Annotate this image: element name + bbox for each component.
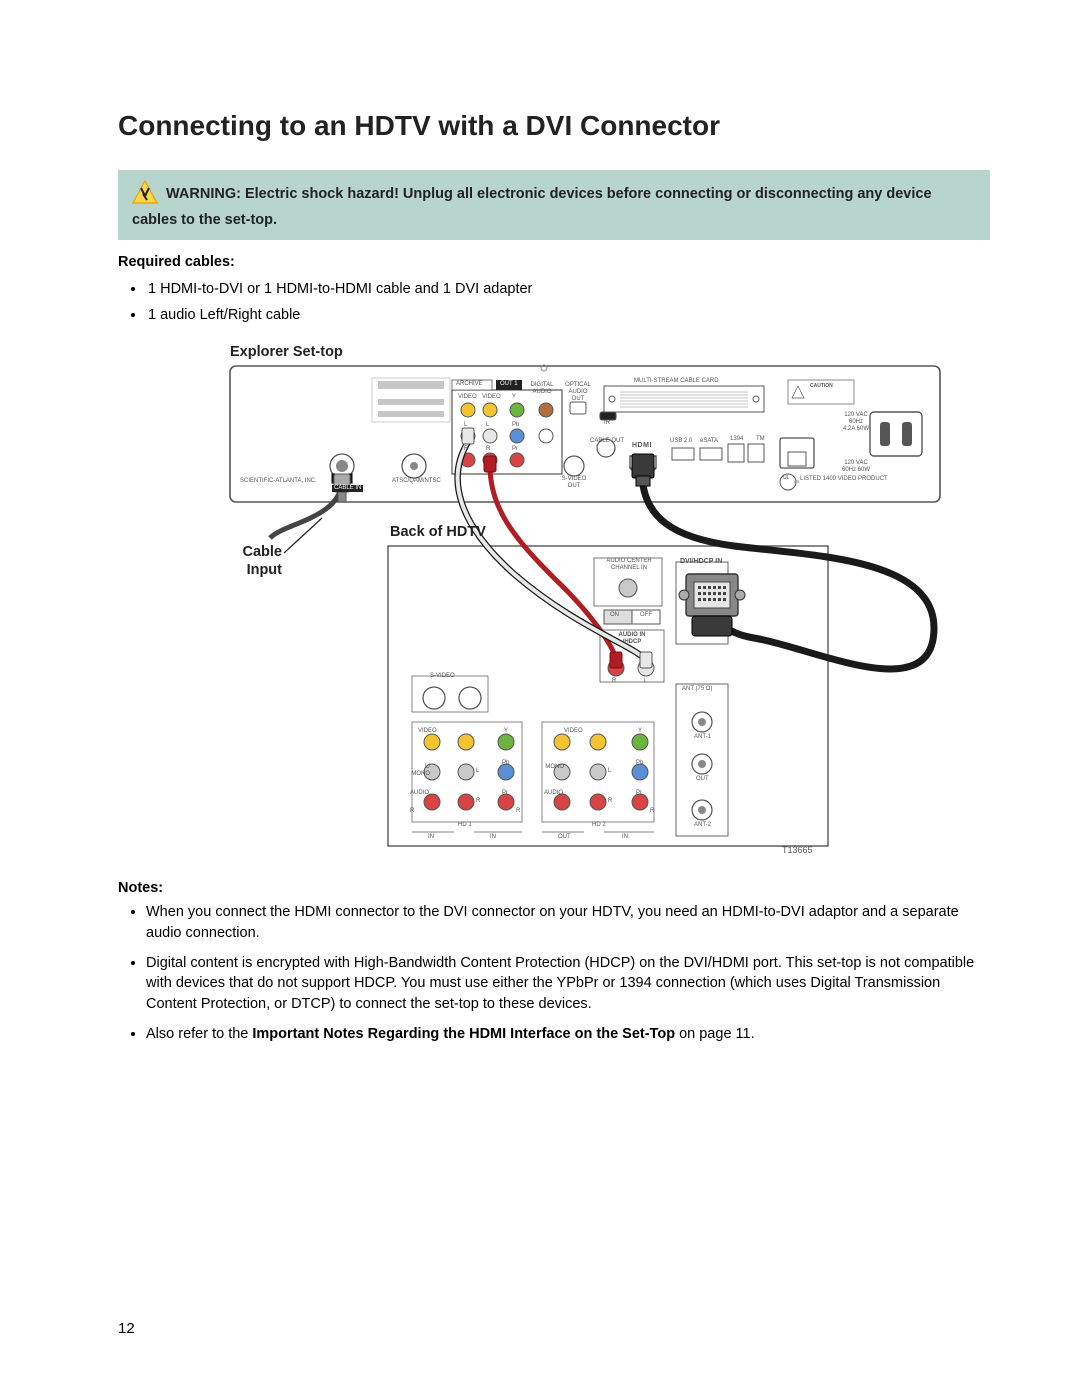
page-number: 12 <box>118 1320 135 1337</box>
list-item: 1 audio Left/Right cable <box>146 302 990 328</box>
cable-in-label: CABLE IN <box>332 485 363 492</box>
connection-diagram: Explorer Set-top <box>174 348 954 868</box>
notes-list: When you connect the HDMI connector to t… <box>118 902 990 1044</box>
atsc-label: ATSC/QAM/NTSC <box>392 478 441 485</box>
warning-label: WARNING: <box>166 186 241 202</box>
y-label: Y <box>512 394 516 401</box>
diagram-svg <box>174 348 954 868</box>
figure-id: T13665 <box>782 846 813 856</box>
list-item: 1 HDMI-to-DVI or 1 HDMI-to-HDMI cable an… <box>146 276 990 302</box>
required-cables-list: 1 HDMI-to-DVI or 1 HDMI-to-HDMI cable an… <box>118 276 990 328</box>
video-label: VIDEO <box>458 394 477 401</box>
hdtv-label: Back of HDTV <box>390 524 486 540</box>
list-item: Also refer to the Important Notes Regard… <box>146 1024 990 1044</box>
list-item: When you connect the HDMI connector to t… <box>146 902 990 943</box>
warning-box: WARNING: Electric shock hazard! Unplug a… <box>118 170 990 240</box>
notes-heading: Notes: <box>118 880 990 896</box>
warning-text: Electric shock hazard! Unplug all electr… <box>132 186 932 228</box>
video-label-2: VIDEO <box>482 394 501 401</box>
optical-label: OPTICAL AUDIO OUT <box>564 382 592 402</box>
digital-audio-label: DIGITAL AUDIO <box>528 382 556 395</box>
mfr-label: SCIENTIFIC-ATLANTA, INC. <box>240 478 317 485</box>
required-heading: Required cables: <box>118 254 990 270</box>
warning-icon <box>132 180 158 211</box>
cable-input-label: Cable Input <box>174 543 282 579</box>
list-item: Digital content is encrypted with High-B… <box>146 953 990 1014</box>
out1-label: OUT 1 <box>500 381 518 388</box>
page-title: Connecting to an HDTV with a DVI Connect… <box>118 110 990 142</box>
archive-label: ARCHIVE <box>456 381 483 388</box>
